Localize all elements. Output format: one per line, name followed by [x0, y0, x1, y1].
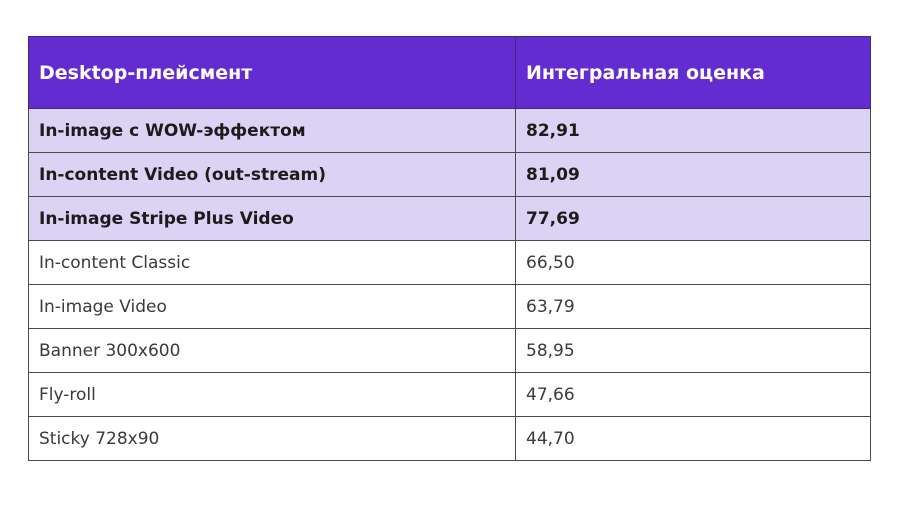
- table-header: Desktop-плейсмент Интегральная оценка: [28, 36, 871, 109]
- table-row: In-image Stripe Plus Video 77,69: [28, 196, 871, 241]
- table-row: Fly-roll 47,66: [28, 372, 871, 417]
- score-cell: 44,70: [515, 416, 871, 461]
- score-cell: 47,66: [515, 372, 871, 417]
- table-row: Banner 300x600 58,95: [28, 328, 871, 373]
- placement-cell: Fly-roll: [28, 372, 516, 417]
- column-header-score: Интегральная оценка: [515, 36, 871, 109]
- table-row: Sticky 728x90 44,70: [28, 416, 871, 461]
- score-cell: 77,69: [515, 196, 871, 241]
- placement-cell: In-image Video: [28, 284, 516, 329]
- score-cell: 58,95: [515, 328, 871, 373]
- table-row: In-image Video 63,79: [28, 284, 871, 329]
- table-row: In-image с WOW-эффектом 82,91: [28, 108, 871, 153]
- placement-ranking-table: Desktop-плейсмент Интегральная оценка In…: [28, 36, 871, 461]
- placement-cell: In-content Video (out-stream): [28, 152, 516, 197]
- table-body: In-image с WOW-эффектом 82,91 In-content…: [28, 108, 871, 461]
- table-row: In-content Classic 66,50: [28, 240, 871, 285]
- placement-cell: Banner 300x600: [28, 328, 516, 373]
- score-cell: 81,09: [515, 152, 871, 197]
- score-cell: 63,79: [515, 284, 871, 329]
- table-row: In-content Video (out-stream) 81,09: [28, 152, 871, 197]
- placement-cell: In-image с WOW-эффектом: [28, 108, 516, 153]
- header-row: Desktop-плейсмент Интегральная оценка: [28, 36, 871, 109]
- score-cell: 82,91: [515, 108, 871, 153]
- placement-cell: Sticky 728x90: [28, 416, 516, 461]
- placement-cell: In-content Classic: [28, 240, 516, 285]
- column-header-placement: Desktop-плейсмент: [28, 36, 516, 109]
- ranking-table-container: Desktop-плейсмент Интегральная оценка In…: [28, 36, 871, 461]
- placement-cell: In-image Stripe Plus Video: [28, 196, 516, 241]
- score-cell: 66,50: [515, 240, 871, 285]
